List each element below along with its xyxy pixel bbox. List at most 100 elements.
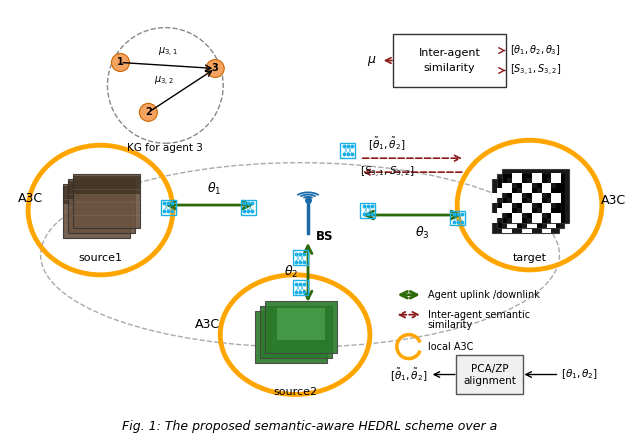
Bar xyxy=(68,179,136,233)
Bar xyxy=(492,213,502,223)
Text: KG for agent 3: KG for agent 3 xyxy=(127,143,204,153)
Text: A3C: A3C xyxy=(18,191,43,205)
Bar xyxy=(450,210,465,225)
Text: Agent uplink /downlink: Agent uplink /downlink xyxy=(428,290,540,300)
Bar xyxy=(492,179,559,233)
Bar xyxy=(511,173,522,183)
Bar xyxy=(507,198,516,208)
Bar xyxy=(536,208,547,218)
Bar xyxy=(272,313,320,344)
FancyBboxPatch shape xyxy=(394,34,506,87)
Bar xyxy=(292,280,308,295)
Text: local A3C: local A3C xyxy=(428,342,473,351)
Bar xyxy=(532,213,541,223)
Bar xyxy=(497,174,564,228)
Bar xyxy=(511,193,522,203)
Bar xyxy=(532,213,541,223)
Text: $\theta_3$: $\theta_3$ xyxy=(415,225,429,241)
Bar xyxy=(522,203,532,213)
Bar xyxy=(255,311,327,363)
Bar xyxy=(522,203,532,213)
Bar xyxy=(507,178,516,188)
Text: $\mu_{3,1}$: $\mu_{3,1}$ xyxy=(158,45,178,59)
Text: similarity: similarity xyxy=(428,320,473,330)
Text: Inter-agent: Inter-agent xyxy=(419,48,481,57)
Bar xyxy=(502,183,511,193)
Text: 1: 1 xyxy=(117,57,124,67)
Bar xyxy=(497,188,507,198)
Bar xyxy=(502,203,511,213)
Text: Fig. 1: The proposed semantic-aware HEDRL scheme over a: Fig. 1: The proposed semantic-aware HEDR… xyxy=(122,420,498,433)
Bar xyxy=(502,183,511,193)
Bar xyxy=(260,306,332,358)
Bar xyxy=(527,178,536,188)
Text: 2: 2 xyxy=(145,107,152,117)
Bar xyxy=(492,193,502,203)
Text: $\theta_1$: $\theta_1$ xyxy=(207,181,221,197)
Bar xyxy=(265,301,337,353)
Text: A3C: A3C xyxy=(195,318,220,331)
Bar xyxy=(360,202,376,217)
Bar xyxy=(511,193,522,203)
Bar xyxy=(68,181,136,199)
Bar xyxy=(547,198,557,208)
Text: BS: BS xyxy=(316,231,333,243)
Bar xyxy=(547,218,557,228)
Bar xyxy=(552,193,561,203)
Bar xyxy=(541,203,552,213)
Bar xyxy=(63,186,131,204)
Text: alignment: alignment xyxy=(463,377,516,386)
Bar xyxy=(552,213,561,223)
Text: source2: source2 xyxy=(273,388,317,397)
Bar xyxy=(507,218,516,228)
Text: A3C: A3C xyxy=(602,194,627,206)
Bar xyxy=(511,213,522,223)
Bar xyxy=(552,173,561,183)
Bar xyxy=(292,250,308,265)
Bar xyxy=(541,183,552,193)
Bar xyxy=(527,198,536,208)
Text: 3: 3 xyxy=(212,64,219,74)
Bar xyxy=(532,193,541,203)
Text: $[\theta_1,\theta_2]$: $[\theta_1,\theta_2]$ xyxy=(561,368,598,381)
Bar xyxy=(522,183,532,193)
Bar xyxy=(72,176,140,194)
Bar xyxy=(502,203,511,213)
Text: $\mu$: $\mu$ xyxy=(367,53,377,67)
Bar xyxy=(241,200,255,214)
Text: $\theta_2$: $\theta_2$ xyxy=(284,264,298,280)
Circle shape xyxy=(111,53,129,71)
Text: $\mu_{3,2}$: $\mu_{3,2}$ xyxy=(154,75,174,88)
Bar xyxy=(502,169,570,223)
Circle shape xyxy=(140,103,157,121)
Bar xyxy=(522,183,532,193)
Bar xyxy=(161,200,176,214)
FancyBboxPatch shape xyxy=(456,355,523,394)
Bar xyxy=(511,213,522,223)
Circle shape xyxy=(206,60,224,78)
Bar xyxy=(532,193,541,203)
Text: Inter-agent semantic: Inter-agent semantic xyxy=(428,310,530,320)
Bar xyxy=(340,143,355,158)
Bar xyxy=(72,174,140,228)
Bar xyxy=(532,173,541,183)
Bar xyxy=(277,308,325,340)
Bar xyxy=(536,188,547,198)
Bar xyxy=(547,178,557,188)
Circle shape xyxy=(108,28,223,143)
Bar xyxy=(541,223,552,233)
Bar xyxy=(497,208,507,218)
Text: $[\theta_1,\theta_2,\theta_3]$: $[\theta_1,\theta_2,\theta_3]$ xyxy=(509,44,560,57)
Text: source1: source1 xyxy=(79,253,122,263)
Bar xyxy=(516,208,527,218)
Text: $[S_{3,1},S_{3,2}]$: $[S_{3,1},S_{3,2}]$ xyxy=(509,63,561,78)
Text: $[S_{3,1},S_{3,2}]$: $[S_{3,1},S_{3,2}]$ xyxy=(360,164,414,179)
Bar xyxy=(502,223,511,233)
Text: target: target xyxy=(513,253,547,263)
Bar xyxy=(516,188,527,198)
Bar xyxy=(527,218,536,228)
Text: PCA/ZP: PCA/ZP xyxy=(471,363,508,374)
Text: $[\tilde\theta_1,\tilde\theta_2]$: $[\tilde\theta_1,\tilde\theta_2]$ xyxy=(368,135,405,152)
Text: similarity: similarity xyxy=(424,64,476,74)
Bar xyxy=(541,203,552,213)
